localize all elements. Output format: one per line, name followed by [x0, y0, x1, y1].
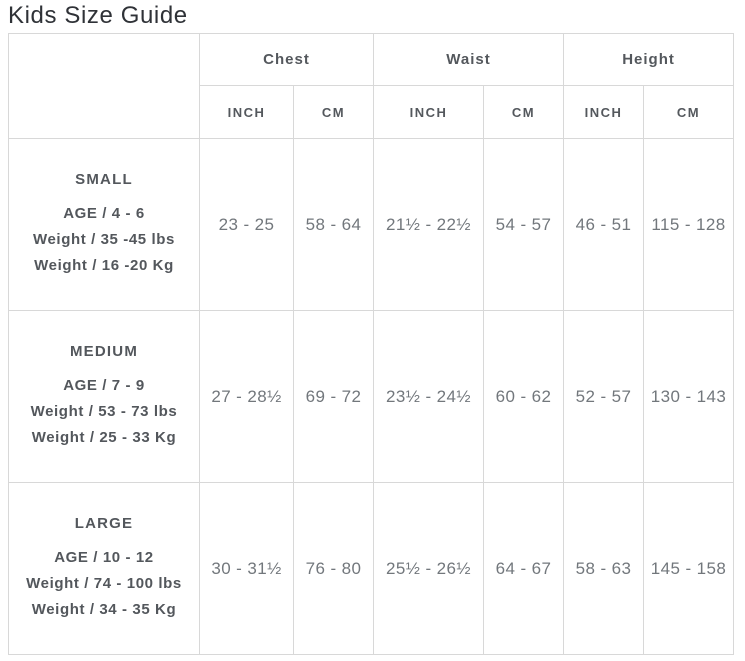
group-header-height: Height [563, 33, 735, 86]
size-name: SMALL [75, 170, 133, 188]
size-guide-table: Chest Waist Height INCH CM INCH CM INCH … [8, 33, 735, 655]
waist-cm-value: 60 - 62 [482, 310, 565, 483]
waist-inch-value: 21½ - 22½ [373, 138, 484, 311]
height-inch-value: 52 - 57 [563, 310, 645, 483]
size-row-small: SMALL AGE / 4 - 6 Weight / 35 -45 lbs We… [8, 138, 735, 311]
height-inch-value: 58 - 63 [563, 482, 645, 655]
unit-header-chest-cm: CM [293, 85, 374, 139]
size-label-cell: MEDIUM AGE / 7 - 9 Weight / 53 - 73 lbs … [8, 310, 200, 483]
size-name: MEDIUM [69, 342, 139, 360]
height-cm-value: 115 - 128 [643, 138, 735, 311]
group-header-row: Chest Waist Height [8, 33, 735, 139]
unit-header-waist-inch: INCH [373, 85, 484, 139]
size-detail-age: AGE / 4 - 6 [63, 204, 145, 222]
chest-cm-value: 58 - 64 [293, 138, 374, 311]
size-row-medium: MEDIUM AGE / 7 - 9 Weight / 53 - 73 lbs … [8, 310, 735, 483]
chest-cm-value: 76 - 80 [293, 482, 374, 655]
size-detail-weight-kg: Weight / 25 - 33 Kg [31, 428, 177, 446]
size-detail-weight-lbs: Weight / 35 -45 lbs [33, 230, 175, 248]
chest-inch-value: 30 - 31½ [199, 482, 294, 655]
size-detail-weight-kg: Weight / 16 -20 Kg [34, 256, 174, 274]
waist-cm-value: 64 - 67 [482, 482, 565, 655]
page-title: Kids Size Guide [8, 2, 188, 29]
size-detail-weight-kg: Weight / 34 - 35 Kg [31, 600, 177, 618]
waist-inch-value: 23½ - 24½ [373, 310, 484, 483]
height-inch-value: 46 - 51 [563, 138, 645, 311]
unit-header-chest-inch: INCH [199, 85, 294, 139]
size-details: AGE / 7 - 9 Weight / 53 - 73 lbs Weight … [9, 373, 199, 451]
size-row-large: LARGE AGE / 10 - 12 Weight / 74 - 100 lb… [8, 482, 735, 655]
group-header-waist: Waist [372, 33, 565, 86]
size-detail-weight-lbs: Weight / 53 - 73 lbs [30, 402, 178, 420]
waist-inch-value: 25½ - 26½ [373, 482, 484, 655]
chest-inch-value: 27 - 28½ [199, 310, 294, 483]
size-detail-age: AGE / 10 - 12 [54, 548, 154, 566]
unit-header-height-cm: CM [643, 85, 735, 139]
group-header-chest: Chest [199, 33, 374, 86]
size-detail-weight-lbs: Weight / 74 - 100 lbs [26, 574, 182, 592]
size-details: AGE / 10 - 12 Weight / 74 - 100 lbs Weig… [9, 545, 199, 623]
size-name: LARGE [74, 514, 134, 532]
chest-cm-value: 69 - 72 [293, 310, 374, 483]
corner-empty-cell [8, 33, 200, 139]
chest-inch-value: 23 - 25 [199, 138, 294, 311]
unit-header-waist-cm: CM [482, 85, 565, 139]
size-details: AGE / 4 - 6 Weight / 35 -45 lbs Weight /… [9, 201, 199, 279]
unit-header-row: INCH CM INCH CM INCH CM [9, 85, 735, 139]
waist-cm-value: 54 - 57 [482, 138, 565, 311]
size-label-cell: SMALL AGE / 4 - 6 Weight / 35 -45 lbs We… [8, 138, 200, 311]
height-cm-value: 130 - 143 [643, 310, 735, 483]
height-cm-value: 145 - 158 [643, 482, 735, 655]
unit-header-height-inch: INCH [563, 85, 645, 139]
size-detail-age: AGE / 7 - 9 [63, 376, 145, 394]
size-label-cell: LARGE AGE / 10 - 12 Weight / 74 - 100 lb… [8, 482, 200, 655]
